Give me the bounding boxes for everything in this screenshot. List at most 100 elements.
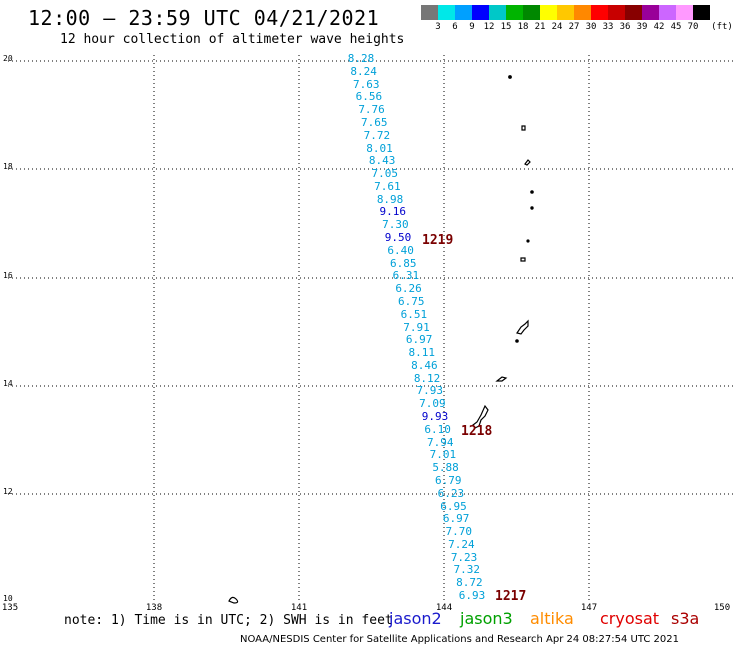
island-guam <box>472 404 489 429</box>
island-rota <box>495 376 508 382</box>
wave-height-value: 7.76 <box>358 103 385 117</box>
legend-swatch <box>421 5 438 20</box>
legend-tick-label: 39 <box>636 22 648 32</box>
wave-height-value: 7.91 <box>403 320 430 334</box>
island-farallon <box>508 75 512 79</box>
wave-height-value: 8.12 <box>413 371 441 385</box>
lat-lon-grid <box>8 55 734 601</box>
wave-height-value: 7.05 <box>371 167 399 181</box>
color-legend-labels: 3 6 9 12 15 18 21 24 27 30 33 36 39 42 45 70 (ft) <box>421 22 740 34</box>
mission-label-s3a: s3a <box>671 609 700 628</box>
island-pagan <box>530 206 534 210</box>
wave-height-value: 8.46 <box>411 358 438 372</box>
wave-height-value: 8.24 <box>350 64 377 78</box>
island-aguijan <box>515 339 519 343</box>
chart-subtitle: 12 hour collection of altimeter wave hei… <box>60 32 405 47</box>
wave-height-value: 6.75 <box>397 294 425 308</box>
wave-height-value: 9.16 <box>379 205 406 219</box>
island-outlines <box>228 75 534 604</box>
legend-swatch <box>659 5 676 20</box>
island-saipan-tinian <box>516 319 529 335</box>
legend-tick-label: 3 <box>435 22 441 32</box>
longitude-label: 141 <box>290 603 308 613</box>
wave-height-value: 6.56 <box>355 90 383 104</box>
credit-line: NOAA/NESDIS Center for Satellite Applica… <box>240 634 679 645</box>
mission-label-altika: altika <box>530 609 574 628</box>
wave-height-value: 6.85 <box>390 256 417 270</box>
legend-tick-label: 12 <box>483 22 495 32</box>
latitude-label: 16 <box>3 271 13 280</box>
color-legend-bar <box>421 5 710 20</box>
wave-height-value: 7.61 <box>374 179 401 193</box>
longitude-label: 150 <box>713 603 731 613</box>
longitude-label: 135 <box>1 603 19 613</box>
wave-height-value: 6.97 <box>405 333 433 347</box>
wave-height-value: 8.43 <box>368 154 396 168</box>
mission-label-cryosat: cryosat <box>600 609 660 628</box>
legend-swatch <box>557 5 574 20</box>
wave-height-value: 6.23 <box>437 486 465 500</box>
footer-note: note: 1) Time is in UTC; 2) SWH is in fe… <box>64 613 393 628</box>
wave-height-value: 7.65 <box>360 115 388 129</box>
chart-title: 12:00 – 23:59 UTC 04/21/2021 <box>28 6 380 30</box>
legend-swatch <box>608 5 625 20</box>
latitude-label: 12 <box>3 487 13 496</box>
wave-height-value: 7.09 <box>419 397 446 411</box>
legend-unit: (ft) <box>711 22 733 32</box>
wave-height-value: 8.72 <box>456 576 483 590</box>
pass-time-label: 1218 <box>461 424 493 439</box>
wave-height-value: 6.93 <box>458 589 486 602</box>
wave-height-value: 8.28 <box>347 52 375 65</box>
legend-tick-label: 27 <box>568 22 580 32</box>
legend-tick-label: 33 <box>602 22 614 32</box>
legend-tick-label: 45 <box>670 22 682 32</box>
mission-label-jason3: jason3 <box>460 609 513 628</box>
latitude-label: 18 <box>3 162 13 171</box>
legend-swatch <box>676 5 693 20</box>
legend-tick-label: 70 <box>687 22 699 32</box>
wave-height-value: 7.94 <box>427 435 454 449</box>
longitude-label: 147 <box>580 603 598 613</box>
wave-height-value: 9.50 <box>384 231 412 244</box>
island-alamagan <box>526 239 530 243</box>
legend-swatch <box>506 5 523 20</box>
legend-tick-label: 9 <box>469 22 475 32</box>
island-guguan <box>520 257 526 262</box>
wave-height-value: 6.10 <box>424 422 451 436</box>
latitude-label: 10 <box>3 594 13 603</box>
pass-time-label: 1217 <box>495 589 527 604</box>
island-south-coast <box>228 596 239 604</box>
wave-height-value: 8.98 <box>376 192 404 206</box>
wave-height-value: 6.79 <box>434 473 462 487</box>
island-maug <box>521 125 526 131</box>
legend-swatch <box>591 5 608 20</box>
pass-time-label: 1219 <box>422 233 454 248</box>
wave-height-value: 7.01 <box>429 448 457 462</box>
wave-height-value: 6.26 <box>395 282 422 296</box>
wave-height-value: 6.40 <box>387 243 414 257</box>
wave-height-value: 7.63 <box>353 77 380 91</box>
legend-swatch <box>438 5 455 20</box>
wave-height-value: 7.30 <box>382 218 409 232</box>
wave-height-value: 7.23 <box>450 550 478 564</box>
legend-swatch <box>472 5 489 20</box>
wave-height-value: 6.51 <box>400 307 428 321</box>
legend-tick-label: 24 <box>551 22 563 32</box>
wave-height-value: 8.11 <box>408 346 436 360</box>
wave-height-value: 5.88 <box>432 461 459 475</box>
legend-tick-label: 30 <box>585 22 597 32</box>
legend-swatch <box>642 5 659 20</box>
wave-height-value: 6.95 <box>440 499 467 513</box>
legend-swatch <box>625 5 642 20</box>
wave-height-value: 6.31 <box>392 269 420 283</box>
wave-height-value: 7.93 <box>416 384 443 398</box>
island-agrihan <box>530 190 534 194</box>
legend-swatch <box>540 5 557 20</box>
legend-swatch <box>455 5 472 20</box>
wave-height-value: 9.93 <box>421 410 449 423</box>
mission-label-jason2: jason2 <box>389 609 442 628</box>
latitude-label: 20 <box>3 54 13 63</box>
longitude-label: 138 <box>145 603 163 613</box>
legend-tick-label: 15 <box>500 22 512 32</box>
latitude-label: 14 <box>3 379 13 388</box>
